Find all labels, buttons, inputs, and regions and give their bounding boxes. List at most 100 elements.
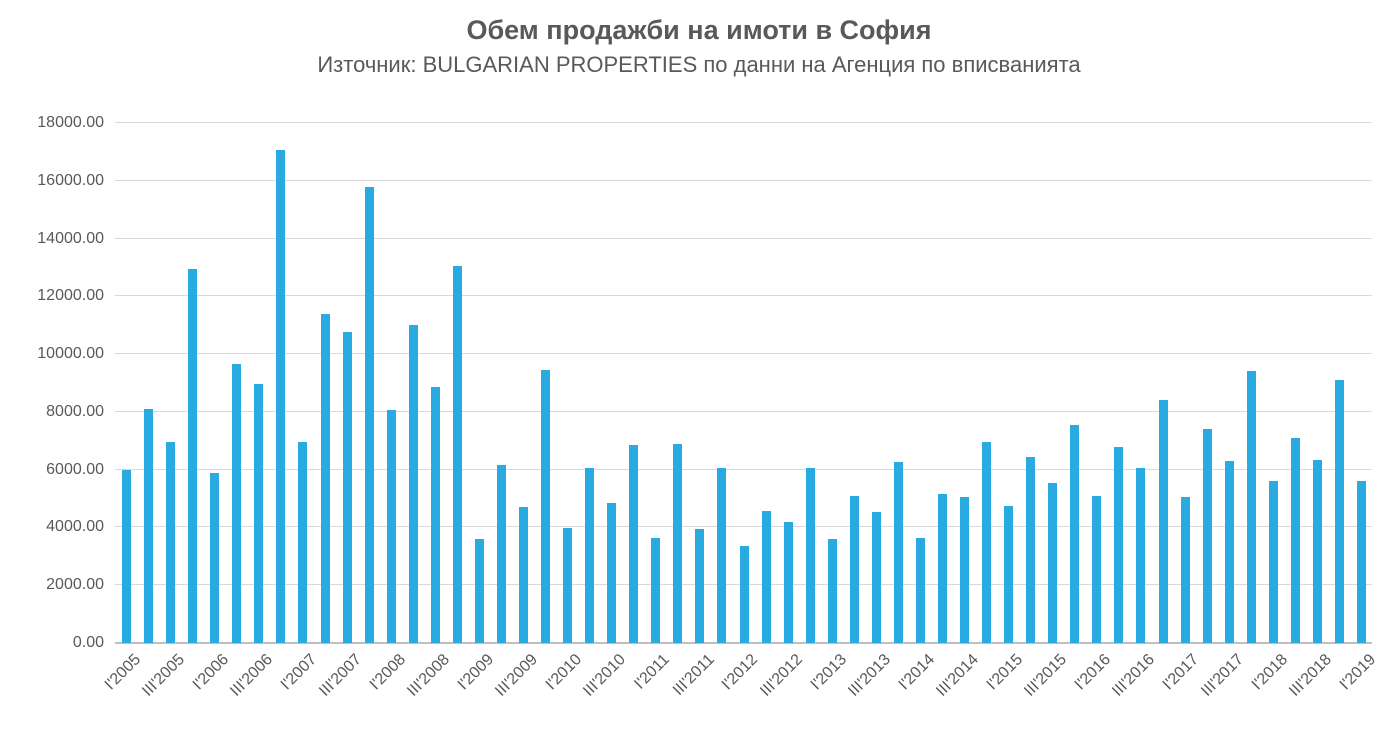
bar-IV'2014 [981,442,991,643]
bar-I'2018 [1268,481,1278,643]
x-axis-label: III'2017 [1197,651,1247,700]
bar-III'2007 [342,332,352,643]
bar-II'2011 [672,443,682,643]
y-axis-label: 0.00 [72,634,104,651]
y-axis-label: 12000.00 [37,287,104,305]
bar-III'2015 [1047,482,1057,643]
bar-IV'2018 [1334,380,1344,643]
bar-I'2016 [1091,495,1101,643]
bar-I'2017 [1180,497,1190,643]
y-axis-label: 2000.00 [46,576,104,594]
x-axis-line [115,642,1372,644]
gridline [115,410,1372,412]
x-axis-label: I'2019 [1336,651,1379,694]
bar-II'2016 [1113,446,1123,643]
y-axis-label: 16000.00 [37,171,104,189]
bar-I'2009 [474,539,484,643]
chart-subtitle: Източник: BULGARIAN PROPERTIES по данни … [317,52,1081,77]
bar-IV'2010 [628,445,638,643]
plot-area [115,122,1372,644]
bar-II'2010 [584,468,594,643]
bar-IV'2017 [1246,371,1256,643]
bar-I'2010 [562,528,572,643]
bar-II'2006 [231,364,241,643]
x-axis-label: I'2012 [719,651,762,694]
x-axis-label: III'2006 [227,651,277,700]
gridline [115,353,1372,355]
x-axis-label: I'2014 [895,651,938,694]
bar-III'2005 [165,442,175,643]
x-axis-label: I'2007 [277,651,321,694]
bar-III'2013 [871,511,881,643]
bar-III'2018 [1312,459,1322,643]
bar-IV'2011 [716,468,726,643]
x-axis-label: I'2011 [631,651,674,693]
bar-II'2007 [320,313,330,643]
y-axis-label: 8000.00 [46,402,104,420]
x-axis-label: III'2013 [845,651,894,700]
bar-I'2019 [1356,481,1366,643]
bar-II'2014 [937,494,947,643]
gridline [115,526,1372,528]
y-axis-label: 18000.00 [37,114,104,131]
gridline [115,237,1372,239]
x-axis-label: I'2013 [807,651,850,694]
gridline [115,179,1372,181]
bar-III'2008 [430,387,440,643]
bar-IV'2016 [1158,400,1168,643]
bar-III'2006 [253,384,263,643]
x-axis-label: III'2015 [1021,651,1071,700]
bar-III'2014 [959,497,969,643]
bar-III'2009 [518,507,528,643]
bar-III'2010 [606,502,616,643]
bar-II'2015 [1025,456,1035,643]
x-axis-label: I'2009 [454,651,497,694]
x-axis-label: III'2014 [933,651,983,700]
bar-I'2013 [827,539,837,643]
bar-I'2008 [386,410,396,643]
x-axis-label: III'2007 [315,651,365,700]
bar-IV'2006 [275,150,285,643]
bar-IV'2009 [540,370,550,643]
y-axis-label: 6000.00 [46,460,104,478]
chart-header: Обем продажби на имоти в София Източник:… [0,12,1398,81]
bar-II'2009 [496,465,506,643]
x-axis-label: III'2010 [580,651,630,700]
bar-IV'2008 [452,266,462,643]
bar-I'2014 [915,537,925,643]
y-axis-label: 14000.00 [37,229,104,247]
bar-III'2016 [1135,468,1145,643]
bar-IV'2012 [805,468,815,643]
x-axis-label: III'2008 [403,651,453,700]
gridline [115,468,1372,470]
bar-I'2012 [739,546,749,643]
x-axis-label: I'2018 [1248,651,1291,694]
bar-IV'2007 [364,186,374,643]
bar-II'2018 [1290,437,1300,643]
gridline [115,295,1372,297]
y-axis-label: 4000.00 [46,518,104,536]
x-axis-label: III'2016 [1109,651,1159,700]
bar-IV'2015 [1069,424,1079,643]
bar-II'2013 [849,495,859,643]
bar-I'2007 [297,442,307,643]
bar-IV'2005 [187,268,197,643]
y-axis-label: 10000.00 [37,345,104,363]
x-axis-label: I'2017 [1160,651,1203,694]
x-axis-label: III'2011 [669,651,718,699]
bar-I'2011 [650,537,660,643]
x-axis-label: III'2009 [492,651,541,700]
x-axis-label: III'2012 [756,651,806,700]
bar-I'2005 [121,469,131,643]
bar-II'2017 [1202,429,1212,643]
bar-IV'2013 [893,462,903,643]
bar-II'2005 [143,409,153,643]
bar-III'2017 [1224,461,1234,643]
x-axis-label: I'2008 [366,651,409,694]
bar-III'2011 [694,528,704,643]
bar-II'2012 [761,510,771,643]
bar-I'2006 [209,472,219,643]
gridline [115,122,1372,123]
bar-II'2008 [408,325,418,643]
